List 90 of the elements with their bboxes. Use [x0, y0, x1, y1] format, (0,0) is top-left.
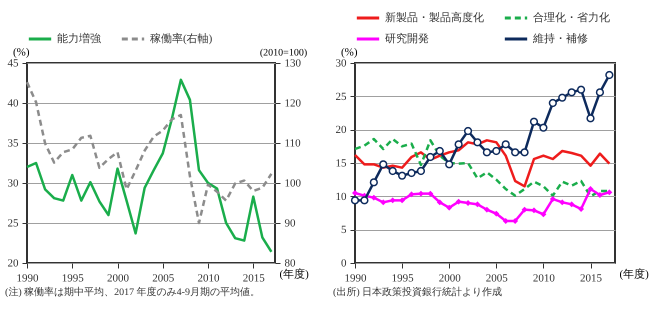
point	[568, 201, 575, 208]
y2-tick-label: 120	[284, 98, 302, 110]
point	[548, 98, 557, 108]
point	[576, 86, 586, 94]
y-tick-label: 40	[8, 98, 19, 110]
point	[360, 196, 369, 204]
point	[605, 70, 614, 80]
point	[511, 148, 520, 156]
y2-axis-title: (2010=100)	[260, 48, 308, 58]
point	[473, 138, 482, 146]
line-series	[26, 80, 273, 224]
text: (注) 稼働率は期中平均、2017 年度のみ4-9月期の平均値。	[5, 286, 260, 298]
legend-label: 研究開発	[385, 32, 429, 45]
point	[474, 201, 480, 208]
y-tick-label: 20	[336, 124, 347, 136]
line-series	[26, 78, 273, 254]
point	[568, 88, 576, 96]
x-tick-label: 2015	[242, 272, 266, 284]
point	[465, 200, 471, 206]
point	[445, 160, 454, 168]
point	[350, 196, 360, 204]
point	[540, 211, 546, 218]
point	[484, 206, 490, 213]
y-tick-label: 10	[336, 190, 347, 203]
point	[416, 166, 426, 176]
y-axis-title: (%)	[13, 46, 30, 58]
point	[388, 166, 397, 176]
legend-label: 稼働率(右軸)	[150, 32, 213, 45]
point	[379, 160, 388, 168]
text: (出所) 日本政策投資銀行統計より作成	[333, 286, 502, 298]
x-axis-title: (年度)	[280, 268, 310, 280]
point	[454, 140, 463, 148]
point	[586, 114, 595, 122]
y-tick-label: 5	[341, 224, 347, 236]
x-axis-title: (年度)	[620, 268, 650, 280]
y2-tick-label: 80	[284, 258, 296, 270]
legend-label: 合理化・省力化	[533, 11, 610, 24]
y-tick-label: 30	[336, 58, 347, 70]
y-tick-label: 25	[8, 218, 19, 230]
legend-label: 能力増強	[57, 32, 101, 45]
x-tick-label: 1995	[392, 272, 414, 284]
point	[482, 148, 491, 156]
line-series	[354, 139, 611, 188]
point	[596, 88, 604, 96]
point	[606, 189, 612, 196]
y2-tick-label: 100	[284, 178, 302, 190]
point	[407, 168, 416, 178]
y2-tick-label: 110	[284, 138, 302, 150]
y-tick-label: 30	[8, 178, 19, 190]
y-tick-label: 45	[8, 58, 19, 70]
x-tick-label: 2005	[486, 272, 508, 284]
y-tick-label: 35	[8, 138, 19, 150]
point	[446, 204, 452, 211]
x-tick-label: 2010	[198, 272, 220, 284]
x-tick-label: 2015	[580, 272, 603, 284]
y-tick-label: 20	[8, 258, 19, 270]
x-tick-label: 2000	[107, 272, 130, 284]
point	[559, 199, 566, 206]
point	[464, 126, 472, 136]
point	[492, 146, 500, 156]
x-tick-label: 1995	[62, 272, 84, 284]
point	[493, 210, 500, 217]
point	[502, 140, 510, 148]
y-axis-title: (%)	[341, 46, 358, 58]
point	[436, 146, 444, 156]
point	[436, 199, 443, 206]
point	[531, 207, 537, 214]
point	[398, 172, 406, 180]
point	[370, 194, 377, 201]
y2-tick-label: 90	[284, 218, 296, 230]
point	[550, 196, 556, 202]
x-tick-label: 2005	[152, 272, 175, 284]
point	[596, 192, 603, 198]
point	[578, 206, 584, 212]
point	[520, 148, 529, 156]
point	[539, 124, 548, 132]
point	[426, 152, 434, 162]
x-tick-label: 2010	[532, 272, 556, 284]
legend-label: 維持・補修	[532, 32, 588, 45]
y-tick-label: 15	[336, 158, 347, 170]
x-tick-label: 1990	[344, 272, 367, 284]
x-tick-label: 2000	[438, 272, 462, 284]
x-tick-label: 1990	[16, 272, 39, 284]
legend-label: 新製品・製品高度化	[385, 11, 484, 24]
y-tick-label: 0	[341, 258, 347, 270]
y2-tick-label: 130	[284, 58, 302, 70]
point	[558, 94, 566, 102]
point	[370, 178, 378, 186]
point	[530, 118, 538, 126]
y-tick-label: 25	[336, 90, 347, 103]
